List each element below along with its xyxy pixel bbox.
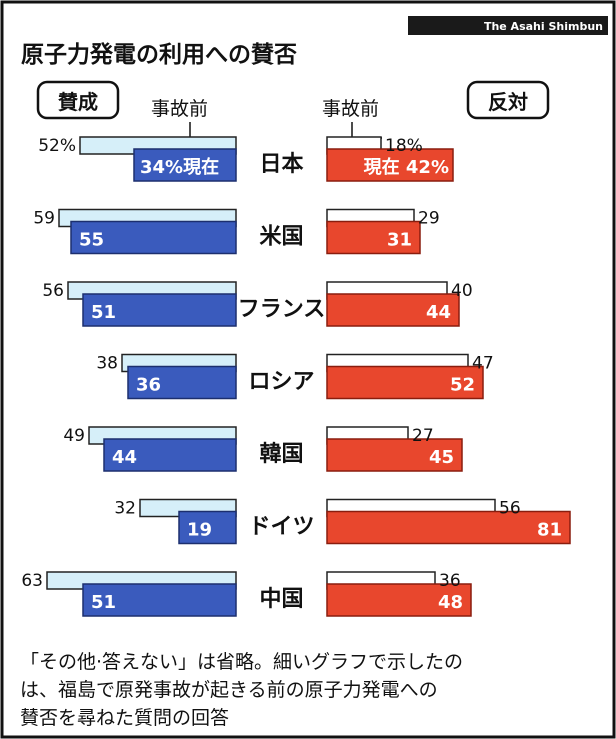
value-support-now: 44 [112, 447, 137, 468]
country-label: ドイツ [248, 515, 314, 540]
bar-oppose-now [326, 583, 472, 617]
note-line-2: は、福島で原発事故が起きる前の原子力発電への [20, 679, 438, 701]
chart-title: 原子力発電の利用への賛否 [21, 42, 297, 68]
country-label: 中国 [259, 587, 303, 612]
bar-oppose-now [326, 220, 421, 255]
credit-bar [408, 16, 608, 35]
value-oppose-before: 36 [439, 571, 461, 591]
left-tag: 賛成 [58, 90, 98, 114]
country-label: 韓国 [259, 441, 303, 467]
country-label: 米国 [259, 225, 303, 250]
right-before-label: 事故前 [322, 98, 379, 120]
bar-support-now [103, 438, 237, 472]
value-oppose-before: 40 [451, 281, 473, 301]
value-oppose-now: 52 [450, 375, 475, 396]
value-support-before: 52% [38, 136, 76, 156]
bar-support-now [82, 293, 237, 327]
bar-support-now [82, 583, 237, 617]
value-support-now: 36 [136, 375, 161, 396]
value-oppose-before: 56 [499, 499, 521, 519]
value-oppose-now: 48 [438, 592, 463, 613]
value-support-now: 34%現在 [140, 156, 219, 178]
value-support-now: 19 [187, 520, 212, 541]
value-oppose-before: 29 [418, 209, 440, 229]
right-tag-box [466, 80, 550, 120]
bar-support-now [178, 510, 237, 545]
country-label: 日本 [259, 152, 303, 177]
right-tag: 反対 [488, 90, 528, 114]
value-support-before: 38 [96, 354, 118, 374]
value-support-before: 32 [114, 499, 136, 519]
value-oppose-before: 47 [472, 354, 494, 374]
bar-oppose-now [326, 148, 454, 182]
value-support-before: 56 [42, 281, 64, 301]
note-line-1: 「その他·答えない」は省略。細いグラフで示したの [20, 651, 463, 673]
value-support-now: 55 [79, 230, 104, 251]
bar-oppose-now [326, 293, 460, 327]
bar-support-now [133, 148, 237, 182]
value-oppose-now: 81 [537, 520, 562, 541]
note-line-3: 賛否を尋ねた質問の回答 [20, 707, 229, 729]
credit-text: The Asahi Shimbun [484, 20, 603, 33]
bar-support-now [127, 365, 237, 400]
bar-oppose-now [326, 438, 463, 472]
left-before-label: 事故前 [151, 98, 208, 120]
left-tag-box [36, 80, 120, 120]
value-oppose-now: 45 [429, 447, 454, 468]
value-oppose-now: 31 [387, 230, 412, 251]
value-oppose-before: 18% [385, 136, 423, 156]
value-oppose-before: 27 [412, 426, 434, 446]
value-support-before: 49 [63, 426, 85, 446]
value-oppose-now: 現在 42% [364, 156, 449, 178]
country-label: フランス [238, 297, 326, 322]
bar-oppose-now [326, 510, 571, 545]
value-support-now: 51 [91, 302, 116, 323]
country-label: ロシア [248, 370, 314, 395]
bar-support-now [70, 220, 237, 255]
value-support-before: 63 [21, 571, 43, 591]
value-support-now: 51 [91, 592, 116, 613]
value-support-before: 59 [33, 209, 55, 229]
value-oppose-now: 44 [426, 302, 451, 323]
bar-oppose-now [326, 365, 484, 400]
